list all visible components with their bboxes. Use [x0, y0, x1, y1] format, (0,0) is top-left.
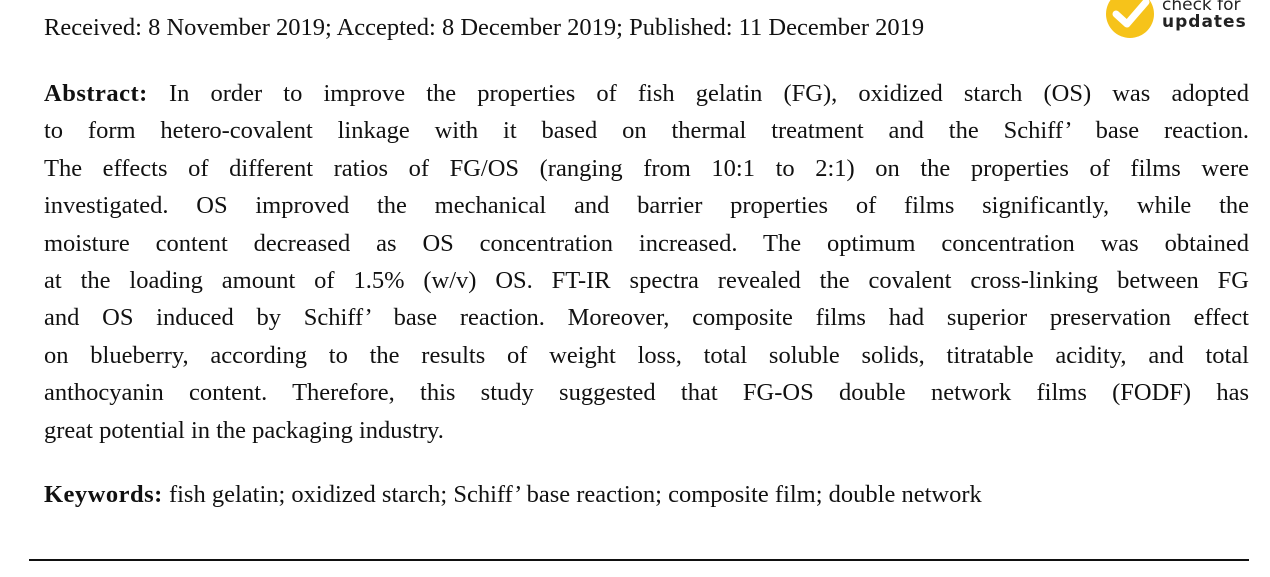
abstract-line: at the loading amount of 1.5% (w/v) OS. …	[44, 266, 1249, 294]
abstract-line: and OS induced by Schiff’ base reaction.…	[44, 304, 1249, 332]
abstract-line: The effects of different ratios of FG/OS…	[44, 154, 1249, 182]
abstract-line: Abstract: In order to improve the proper…	[44, 75, 1249, 112]
check-for-updates-logo[interactable]: check for updates	[1106, 0, 1266, 40]
abstract-line: anthocyanin content. Therefore, this stu…	[44, 379, 1249, 407]
abstract-line: great potential in the packaging industr…	[44, 416, 444, 444]
abstract-line: investigated. OS improved the mechanical…	[44, 192, 1249, 220]
abstract-label: Abstract:	[44, 80, 148, 107]
abstract: Abstract: In order to improve the proper…	[44, 75, 1249, 449]
publication-dates: Received: 8 November 2019; Accepted: 8 D…	[44, 14, 925, 41]
keywords-label: Keywords:	[44, 481, 163, 508]
logo-line1: check for	[1162, 0, 1241, 15]
logo-line2: updates	[1162, 12, 1247, 32]
abstract-line: to form hetero-covalent linkage with it …	[44, 117, 1249, 145]
abstract-line: on blueberry, according to the results o…	[44, 341, 1249, 369]
section-divider	[29, 559, 1249, 561]
checkmark-icon	[1106, 0, 1154, 38]
abstract-line: moisture content decreased as OS concent…	[44, 229, 1249, 257]
keywords-text: fish gelatin; oxidized starch; Schiff’ b…	[168, 481, 982, 508]
abstract-text: In order to improve the properties of fi…	[168, 80, 1249, 107]
keywords: Keywords: fish gelatin; oxidized starch;…	[44, 481, 982, 509]
logo-text: check for updates	[1162, 0, 1247, 31]
